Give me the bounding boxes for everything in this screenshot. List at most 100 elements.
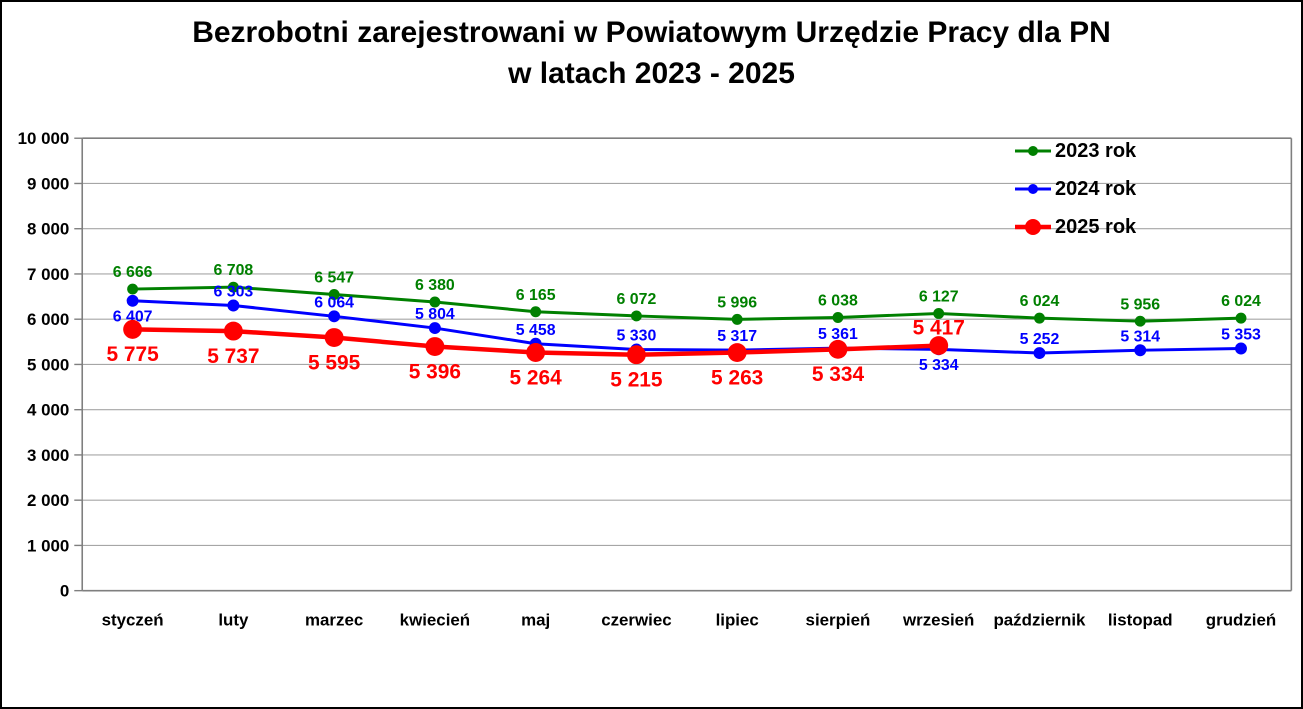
legend-item-2025: 2025 rok [1014, 208, 1136, 246]
data-label: 5 330 [617, 328, 657, 345]
data-point-marker [328, 288, 340, 300]
data-label: 5 737 [207, 345, 259, 368]
y-tick-label: 4 000 [27, 401, 69, 420]
data-point-marker [428, 322, 441, 335]
chart-title-line1: Bezrobotni zarejestrowani w Powiatowym U… [192, 16, 1111, 49]
data-label: 5 804 [415, 306, 455, 323]
data-point-marker [1134, 315, 1146, 327]
y-tick-label: 7 000 [27, 265, 69, 284]
y-tick-label: 2 000 [27, 491, 69, 510]
legend-label-2024: 2024 rok [1055, 177, 1137, 200]
data-point-marker [1033, 347, 1046, 360]
legend-item-2024: 2024 rok [1014, 170, 1136, 208]
y-tick-label: 9 000 [27, 174, 69, 193]
data-point-marker [1235, 312, 1247, 324]
data-point-marker [223, 321, 243, 341]
data-label: 5 264 [510, 366, 563, 389]
x-category-label: grudzień [1206, 610, 1276, 629]
y-tick-label: 0 [60, 582, 69, 601]
data-label: 6 038 [818, 293, 858, 310]
data-point-marker [429, 296, 441, 308]
y-tick-label: 6 000 [27, 310, 69, 329]
data-label: 5 263 [711, 366, 763, 389]
data-point-marker [526, 343, 546, 362]
data-point-marker [1235, 342, 1247, 355]
data-point-marker [828, 339, 848, 359]
x-category-label: luty [218, 610, 249, 629]
data-label: 6 165 [516, 287, 556, 304]
data-point-marker [126, 294, 139, 307]
data-point-marker [324, 328, 344, 347]
data-label: 6 064 [314, 294, 354, 311]
y-tick-label: 5 000 [27, 355, 69, 374]
data-label: 5 314 [1120, 328, 1160, 345]
data-label: 5 775 [106, 343, 159, 366]
y-tick-label: 8 000 [27, 220, 69, 239]
data-label: 6 666 [113, 264, 153, 281]
legend-line-marker-icon [1015, 219, 1051, 235]
data-label: 5 396 [409, 360, 461, 383]
data-label: 6 303 [213, 284, 253, 301]
data-label: 5 353 [1221, 327, 1261, 344]
legend-label-2023: 2023 rok [1055, 139, 1137, 162]
x-category-label: kwiecień [400, 610, 470, 629]
data-label: 5 334 [919, 357, 959, 374]
y-tick-label: 3 000 [27, 446, 69, 465]
data-point-marker [1033, 312, 1045, 324]
x-category-label: styczeń [102, 610, 164, 629]
data-label: 5 458 [516, 322, 556, 339]
data-point-marker [123, 319, 143, 339]
data-label: 5 317 [717, 328, 757, 345]
data-label: 5 595 [308, 351, 361, 374]
x-category-label: wrzesień [902, 610, 974, 629]
data-label: 6 547 [314, 270, 354, 287]
legend-label-2025: 2025 rok [1055, 215, 1137, 238]
legend-item-2023: 2023 rok [1014, 132, 1136, 170]
data-label: 6 024 [1221, 293, 1261, 310]
data-point-marker [1134, 344, 1147, 357]
series-line-2023-rok [132, 285, 1242, 323]
x-category-label: lipiec [716, 610, 759, 629]
data-label: 5 215 [610, 369, 663, 392]
data-point-marker [727, 343, 747, 362]
series-line-2024-rok [132, 299, 1242, 355]
data-point-marker [626, 345, 646, 365]
data-point-marker [832, 312, 844, 323]
chart-title-line2: w latach 2023 - 2025 [508, 57, 795, 90]
data-label: 6 708 [213, 262, 253, 279]
data-point-marker [328, 310, 341, 323]
x-category-label: czerwiec [601, 610, 671, 629]
data-label: 6 407 [113, 309, 153, 326]
data-point-marker [933, 307, 945, 319]
data-point-marker [127, 283, 139, 295]
chart-title: Bezrobotni zarejestrowani w Powiatowym U… [2, 12, 1301, 94]
data-point-marker [425, 337, 445, 356]
data-label: 6 024 [1020, 293, 1060, 310]
data-point-marker [929, 336, 949, 356]
data-label: 5 334 [812, 363, 865, 386]
x-category-label: październik [993, 610, 1086, 629]
data-point-marker [630, 310, 642, 322]
y-tick-label: 10 000 [18, 129, 70, 148]
data-label: 6 127 [919, 289, 959, 306]
data-point-marker [227, 281, 239, 293]
data-label: 6 380 [415, 277, 455, 294]
data-label: 6 072 [617, 291, 657, 308]
data-label: 5 956 [1120, 296, 1160, 313]
legend-line-marker-icon [1015, 184, 1051, 194]
x-category-label: sierpień [806, 610, 871, 629]
data-point-marker [530, 306, 542, 318]
data-label: 5 361 [818, 326, 858, 343]
x-category-label: listopad [1108, 610, 1173, 629]
x-category-label: maj [521, 610, 550, 629]
y-tick-label: 1 000 [27, 536, 69, 555]
x-category-label: marzec [305, 610, 363, 629]
chart-legend: 2023 rok 2024 rok 2025 rok [1014, 132, 1136, 246]
data-label: 5 417 [913, 317, 965, 340]
data-label: 5 996 [717, 294, 757, 311]
data-point-marker [227, 299, 240, 312]
legend-line-marker-icon [1015, 146, 1051, 156]
data-point-marker [731, 313, 743, 325]
